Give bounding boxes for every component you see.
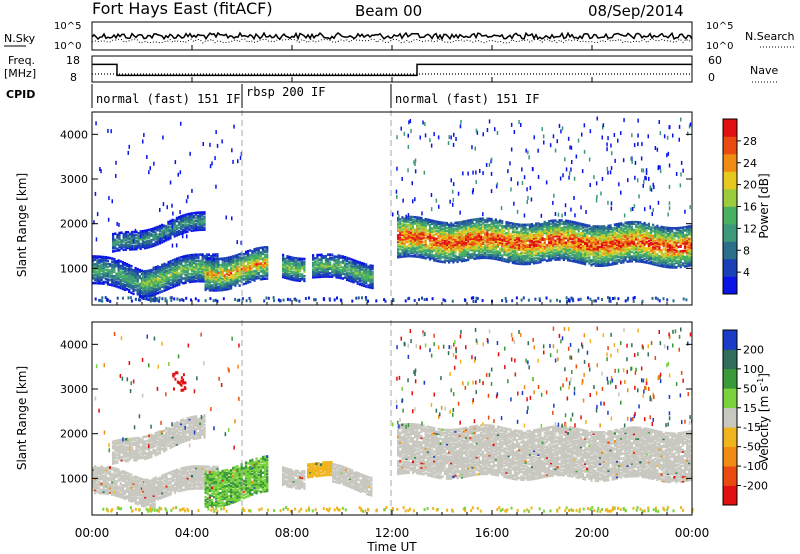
nsky-tick-low: 10^0 (54, 41, 81, 52)
colorbar-swatch (723, 224, 737, 242)
ytick-label: 4000 (60, 338, 88, 351)
freq-tick-low: 8 (70, 71, 77, 84)
velocity-ylabel: Slant Range [km] (15, 366, 29, 470)
freq-trace (92, 63, 692, 77)
colorbar-swatch (723, 330, 737, 350)
colorbar-swatch (723, 171, 737, 190)
colorbar-tick-label: 200 (743, 343, 764, 356)
colorbar-swatch (723, 241, 737, 260)
colorbar-swatch (723, 136, 737, 155)
colorbar-tick-label: 15 (743, 402, 757, 415)
freq-tick-high: 18 (66, 54, 80, 67)
colorbar-swatch (723, 276, 737, 295)
ytick-label: 3000 (60, 173, 88, 186)
power-colorbar-swatches (723, 119, 737, 295)
colorbar-swatch (723, 485, 737, 506)
xtick-label: 16:00 (475, 526, 510, 540)
colorbar-swatch (723, 388, 737, 409)
colorbar-swatch (723, 368, 737, 389)
nsearch-tick-high: 10^5 (706, 21, 733, 32)
colorbar-tick-label: 28 (743, 135, 757, 148)
velocity-yaxis-ticks: 4000 3000 2000 1000 (60, 338, 692, 485)
colorbar-swatch (723, 119, 737, 137)
colorbar-tick-label: -200 (743, 480, 768, 493)
ytick-label: 3000 (60, 383, 88, 396)
nave-tick-low: 0 (708, 71, 715, 84)
colorbar-swatch (723, 446, 737, 467)
colorbar-tick-label: 4 (743, 266, 750, 279)
cpid-label: CPID (6, 88, 35, 101)
nsky-trace (91, 31, 693, 44)
ytick-label: 1000 (60, 262, 88, 275)
colorbar-tick-label: -100 (743, 460, 768, 473)
colorbar-swatch (723, 407, 737, 428)
power-data-layer (92, 116, 693, 303)
ytick-label: 1000 (60, 472, 88, 485)
freq-label-2: [MHz] (4, 67, 36, 80)
velocity-colorbar-label: Velocity [m s-1] (756, 373, 771, 463)
velocity-colorbar-swatches (723, 330, 737, 506)
nave-tick-high: 60 (708, 54, 722, 67)
ytick-label: 2000 (60, 218, 88, 231)
colorbar-tick-label: 24 (743, 157, 757, 170)
nave-label: Nave (750, 64, 778, 77)
colorbar-swatch (723, 206, 737, 225)
xtick-label: 00:00 (75, 526, 110, 540)
beam-title: Beam 00 (355, 2, 422, 20)
power-colorbar-ticks: 28 24 20 16 12 8 4 (737, 135, 757, 279)
colorbar-swatch (723, 259, 737, 277)
freq-label-1: Freq. (8, 54, 35, 67)
velocity-colorbar-frame (722, 329, 738, 506)
time-axis-label: Time UT (366, 540, 417, 554)
nsearch-label: N.Search (745, 30, 795, 43)
nsky-label: N.Sky (4, 32, 36, 45)
power-colorbar-label: Power [dB] (757, 173, 771, 238)
time-axis-ticks: 00:00 04:00 08:00 12:00 16:00 20:00 00:00 (75, 45, 710, 540)
velocity-colorbar-ticks: 200 100 50 15 -15 -50 -100 -200 (737, 343, 768, 493)
colorbar-swatch (723, 466, 737, 486)
cpid-segment-3: normal (fast) 151 IF (395, 92, 540, 106)
ytick-label: 4000 (60, 128, 88, 141)
colorbar-swatch (723, 154, 737, 172)
ytick-label: 2000 (60, 428, 88, 441)
colorbar-tick-label: 100 (743, 363, 764, 376)
power-colorbar: 28 24 20 16 12 8 4 Power [dB] (722, 118, 771, 295)
cpid-segment-2: rbsp 200 IF (246, 85, 325, 99)
colorbar-tick-label: 12 (743, 222, 757, 235)
colorbar-swatch (723, 349, 737, 370)
nsky-tick-high: 10^5 (54, 21, 81, 32)
colorbar-swatch (723, 427, 737, 447)
power-panel: 4000 3000 2000 1000 Slant Range [km] (15, 110, 693, 306)
colorbar-tick-label: 8 (743, 244, 750, 257)
colorbar-tick-label: -15 (743, 421, 761, 434)
power-ylabel: Slant Range [km] (15, 173, 29, 277)
colorbar-tick-label: 16 (743, 201, 757, 214)
velocity-colorbar: 200 100 50 15 -15 -50 -100 -200 Velocity [m s-1… (722, 329, 771, 506)
nsearch-tick-low: 10^0 (706, 41, 733, 52)
colorbar-tick-label: -50 (743, 441, 761, 454)
xtick-label: 00:00 (675, 526, 710, 540)
xtick-label: 08:00 (275, 526, 310, 540)
xtick-label: 20:00 (575, 526, 610, 540)
cpid-segment-1: normal (fast) 151 IF (96, 92, 241, 106)
colorbar-swatch (723, 189, 737, 207)
colorbar-tick-label: 20 (743, 179, 757, 192)
xtick-label: 12:00 (375, 526, 410, 540)
xtick-label: 04:00 (175, 526, 210, 540)
velocity-panel: 4000 3000 2000 1000 Slant Range [km] (15, 320, 694, 516)
colorbar-tick-label: 50 (743, 382, 757, 395)
power-yaxis-ticks: 4000 3000 2000 1000 (60, 128, 692, 275)
station-title: Fort Hays East (fitACF) (92, 0, 273, 18)
date-title: 08/Sep/2014 (588, 2, 684, 20)
velocity-data-layer (92, 326, 694, 513)
